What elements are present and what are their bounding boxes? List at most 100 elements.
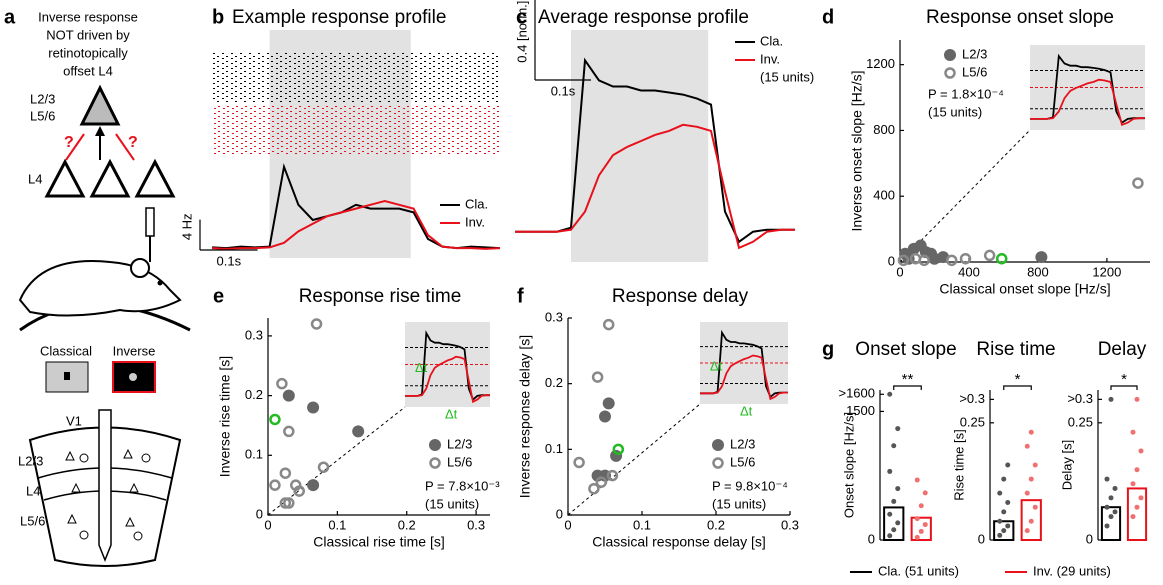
legend-marker (429, 439, 441, 451)
probe (98, 409, 112, 563)
point (602, 397, 615, 410)
point (1032, 504, 1038, 510)
point (914, 477, 920, 483)
legend-label: L5/6 (730, 454, 755, 469)
bar (883, 506, 905, 541)
inset (700, 322, 788, 404)
annotation: (15 units) (425, 496, 479, 511)
panel-label: f (517, 285, 524, 307)
neuron (79, 84, 121, 126)
x-tick-label: 0 (264, 517, 271, 532)
point (1005, 523, 1011, 529)
significance-bracket (1110, 385, 1138, 390)
point (1104, 504, 1110, 510)
arrowhead (95, 126, 105, 136)
point (1134, 396, 1140, 402)
layer-label: L2/3 (18, 453, 43, 468)
panel-label: e (213, 285, 224, 307)
y-tick-label: 0.2 (245, 387, 263, 402)
electrode (145, 207, 155, 237)
point (959, 252, 972, 265)
x-tick-label: 1200 (1092, 264, 1121, 279)
scale-bar-label: 0.1s (551, 83, 576, 98)
significance: ** (902, 371, 914, 388)
point (1134, 467, 1140, 473)
x-tick-label: 0.2 (707, 517, 725, 532)
y-axis-label: Delay [s] (1059, 440, 1074, 491)
stimulus-label: Classical (40, 343, 92, 358)
point (914, 534, 920, 540)
x-tick-label: 0.3 (781, 517, 799, 532)
point (1024, 490, 1030, 496)
bar (1126, 487, 1148, 541)
layer-label: L5/6 (20, 513, 45, 528)
mouse-ear (130, 258, 150, 278)
x-tick-label: 0.2 (398, 517, 416, 532)
y-tick-label: >0.3 (1067, 391, 1093, 406)
point (922, 522, 928, 528)
point (887, 391, 893, 397)
point (282, 389, 295, 402)
x-axis-label: Classical rise time [s] (313, 534, 444, 550)
inset-label: Δt (415, 360, 428, 375)
y-tick-label: >1600 (838, 386, 875, 401)
annotation: (15 units) (928, 104, 982, 119)
legend-label: Inv. (760, 51, 780, 66)
point (591, 371, 604, 383)
point (276, 377, 288, 390)
inset-label: Δt (710, 359, 723, 374)
point (352, 425, 365, 438)
y-tick-label: 800 (873, 122, 895, 137)
cells (65, 448, 151, 541)
legend-label: L2/3 (962, 46, 987, 61)
raster (212, 104, 500, 154)
inset-line (700, 354, 788, 401)
legend-marker (944, 67, 956, 79)
y-tick-label: 0.1 (245, 447, 263, 462)
point (897, 254, 910, 267)
y-tick-label: 400 (873, 188, 895, 203)
line (211, 199, 501, 250)
x-tick-label: 400 (958, 264, 980, 279)
raster (274, 52, 408, 102)
significance: * (1015, 371, 1021, 388)
scale-bar-label: 0.4 [norm.] (514, 1, 529, 63)
annotation: P = 7.8×10⁻³ (425, 478, 500, 493)
grating-patch (64, 372, 70, 380)
point (895, 520, 901, 526)
y-axis-label: Inverse rise time [s] (217, 356, 233, 477)
significance-bracket (1003, 385, 1032, 390)
legend-label: L2/3 (447, 436, 472, 451)
caption: retinotopically (48, 45, 128, 60)
caption: offset L4 (63, 63, 113, 78)
y-axis-label: Rise time [s] (951, 429, 966, 501)
y-tick-label: 0.3 (545, 309, 563, 324)
y-tick-label: 0.3 (245, 327, 263, 342)
y-tick-label: 0 (868, 531, 875, 546)
point (573, 456, 585, 469)
legend-marker (712, 439, 724, 451)
annotation: P = 1.8×10⁻⁴ (928, 86, 1004, 101)
chart-title: Average response profile (538, 7, 749, 28)
x-tick-label: 800 (1027, 264, 1049, 279)
y-axis-label: Inverse response delay [s] (517, 335, 533, 498)
x-tick-label: 0.1 (633, 517, 651, 532)
scale-bar-label: 0.1s (217, 253, 242, 268)
point (895, 486, 901, 492)
panel-label: c (516, 6, 527, 28)
highlight-point (995, 252, 1008, 265)
y-tick-label: 0 (1086, 531, 1093, 546)
layer-label: L4 (28, 171, 42, 186)
point (997, 518, 1003, 524)
panel-label: g (822, 338, 834, 360)
point (891, 527, 897, 533)
annotation: P = 9.8×10⁻⁴ (712, 478, 788, 493)
point (283, 425, 295, 438)
point (1108, 396, 1114, 402)
x-tick-label: 0 (896, 264, 903, 279)
point (1108, 495, 1114, 501)
point (1001, 476, 1007, 482)
point (1112, 509, 1118, 515)
point (606, 469, 619, 482)
y-tick-label: 0.2 (545, 375, 563, 390)
